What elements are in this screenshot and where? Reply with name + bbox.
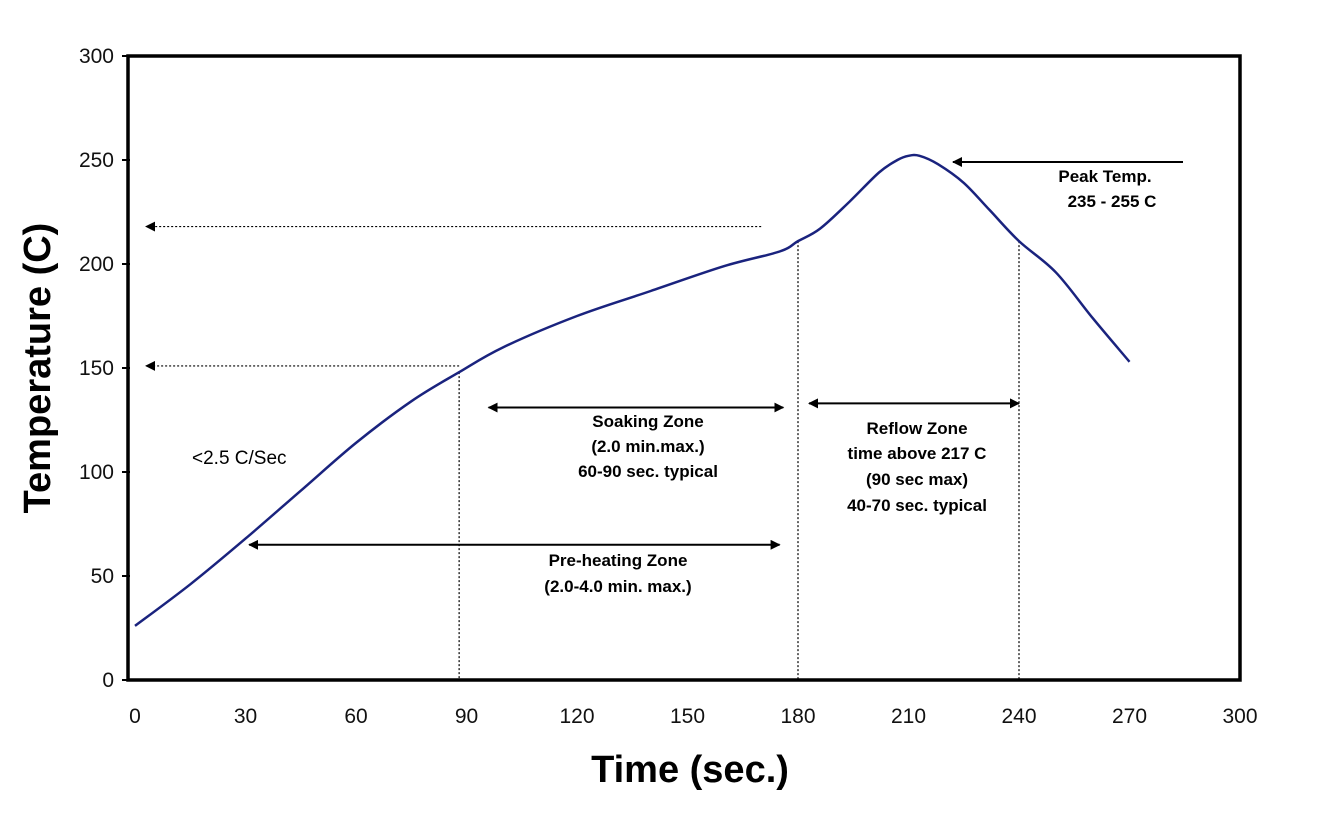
- x-tick-label-240: 240: [1001, 705, 1036, 728]
- y-axis-ticks: 0 50 100 150 200 250 300: [79, 45, 130, 692]
- x-tick-label-0: 0: [129, 705, 141, 728]
- x-axis-title: Time (sec.): [591, 749, 789, 791]
- preheat-label-line2: (2.0-4.0 min. max.): [544, 577, 691, 596]
- x-tick-label-300: 300: [1222, 705, 1257, 728]
- series-line-reflow-profile: [134, 153, 1131, 627]
- y-tick-label-0: 0: [102, 669, 114, 692]
- rate-annotation: <2.5 C/Sec: [192, 448, 287, 469]
- reference-lines: [145, 221, 1020, 680]
- preheat-label-line1: Pre-heating Zone: [549, 551, 688, 570]
- x-axis-ticks: 0 30 60 90 120 150 180 210 240 270 300: [129, 705, 1257, 728]
- x-tick-label-60: 60: [344, 705, 367, 728]
- y-tick-label-150: 150: [79, 357, 114, 380]
- reflow-label-line4: 40-70 sec. typical: [847, 496, 987, 515]
- reflow-label-line1: Reflow Zone: [866, 419, 967, 438]
- x-tick-label-120: 120: [559, 705, 594, 728]
- x-tick-label-180: 180: [780, 705, 815, 728]
- x-tick-label-150: 150: [670, 705, 705, 728]
- x-tick-label-30: 30: [234, 705, 257, 728]
- reflow-label-line2: time above 217 C: [848, 444, 987, 463]
- soaking-label-line3: 60-90 sec. typical: [578, 462, 718, 481]
- y-tick-label-100: 100: [79, 461, 114, 484]
- reflow-label-line3: (90 sec max): [866, 470, 968, 489]
- y-axis-title: Temperature (C): [17, 223, 59, 514]
- zone-arrows: [248, 157, 1183, 550]
- peak-label-line2: 235 - 255 C: [1068, 192, 1157, 211]
- soaking-label-line2: (2.0 min.max.): [591, 437, 704, 456]
- x-tick-label-210: 210: [891, 705, 926, 728]
- y-tick-label-50: 50: [91, 565, 114, 588]
- x-tick-label-90: 90: [455, 705, 478, 728]
- x-tick-label-270: 270: [1112, 705, 1147, 728]
- y-tick-label-300: 300: [79, 45, 114, 68]
- y-tick-label-200: 200: [79, 253, 114, 276]
- y-tick-label-250: 250: [79, 149, 114, 172]
- peak-label-line1: Peak Temp.: [1058, 167, 1151, 186]
- soaking-label-line1: Soaking Zone: [592, 412, 703, 431]
